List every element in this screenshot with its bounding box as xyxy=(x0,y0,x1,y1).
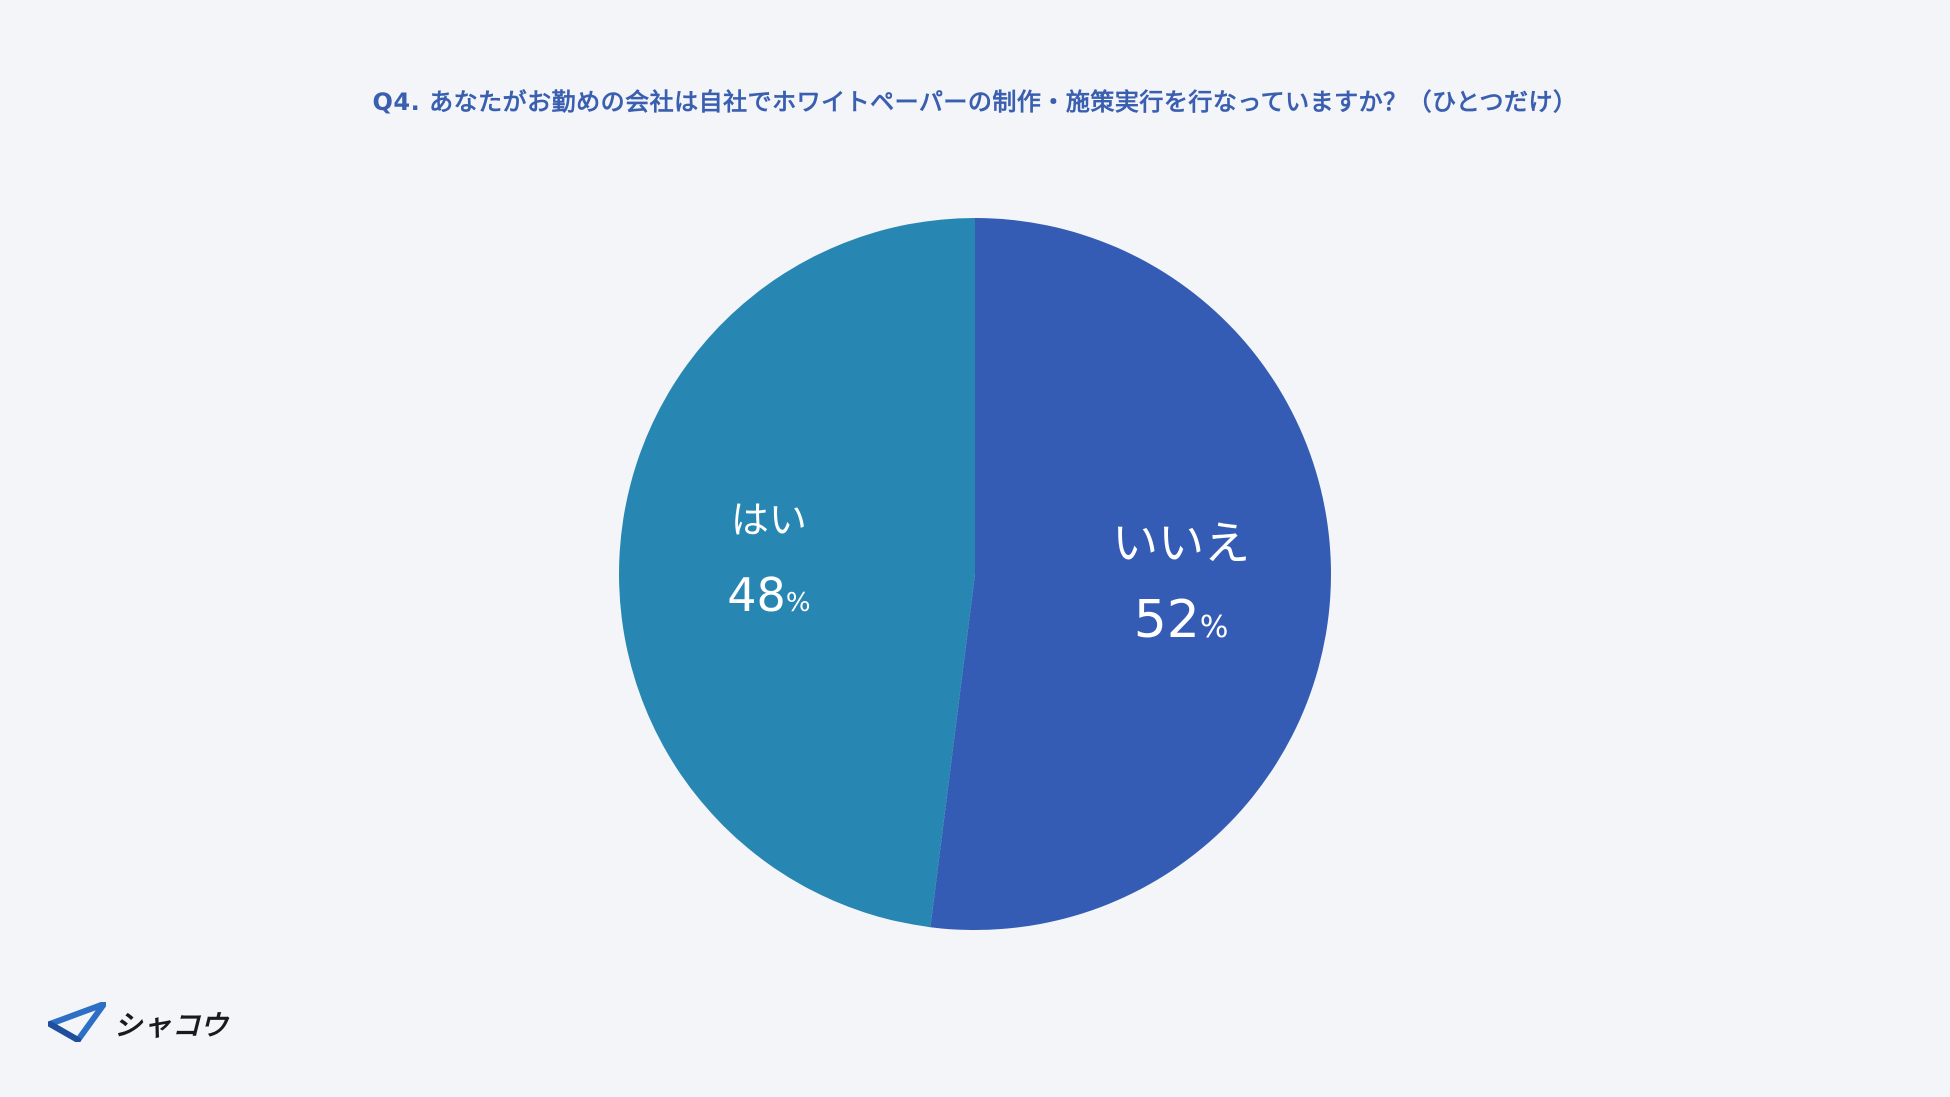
paper-plane-icon xyxy=(47,1001,107,1046)
chart-title: Q4. あなたがお勤めの会社は自社でホワイトペーパーの制作・施策実行を行なってい… xyxy=(372,88,1578,116)
slice-value-1: 48% xyxy=(727,568,810,622)
slice-value-0: 52% xyxy=(1134,590,1229,650)
pie-slice-0 xyxy=(930,218,1331,930)
slice-label-0: いいえ xyxy=(1112,516,1250,570)
pie-slice-1 xyxy=(618,218,975,928)
brand-logo: シャコウ xyxy=(47,1001,229,1046)
logo-text: シャコウ xyxy=(114,1009,229,1042)
slice-label-1: はい xyxy=(731,498,807,542)
